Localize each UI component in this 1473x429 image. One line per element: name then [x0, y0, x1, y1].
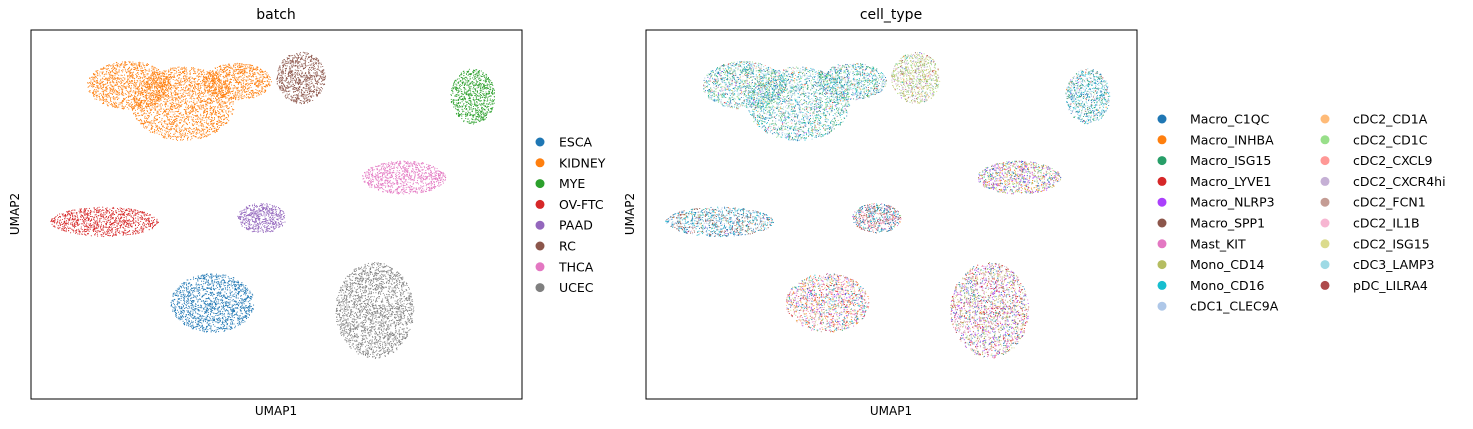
legend-marker	[535, 179, 545, 189]
panel2-xlabel: UMAP1	[870, 404, 912, 418]
legend-label: cDC2_CD1A	[1353, 112, 1428, 127]
cluster-mixed-0	[785, 273, 870, 333]
cell-type-panel: cell_type UMAP1 UMAP2 Macro_C1QC Macro_IN…	[623, 7, 1446, 418]
cluster-paad	[237, 203, 286, 234]
cluster-mixed-2	[703, 60, 787, 110]
legend-label: cDC2_CD1C	[1353, 132, 1428, 147]
cluster-ucec	[335, 262, 415, 359]
legend-label: Macro_LYVE1	[1190, 174, 1271, 189]
legend-label: MYE	[559, 176, 585, 191]
legend-marker	[535, 158, 545, 168]
legend-marker	[1157, 176, 1167, 186]
panel2-frame	[645, 29, 1138, 400]
cluster-kidney	[131, 66, 235, 142]
legend-label: Macro_ISG15	[1190, 153, 1271, 168]
cluster-kidney	[87, 60, 172, 110]
panel2-ylabel: UMAP2	[623, 193, 637, 235]
legend-label: Mast_KIT	[1190, 236, 1246, 251]
legend-marker	[1157, 156, 1167, 166]
legend-label: cDC2_CXCR4hi	[1353, 174, 1446, 189]
batch-panel: batch UMAP1 UMAP2 ESCA KIDNEY MYE OV-FTC PAA…	[8, 7, 606, 418]
cluster-mixed-9	[950, 262, 1030, 359]
cluster-thca	[362, 160, 447, 195]
legend-marker	[1320, 197, 1330, 207]
legend-marker	[1320, 135, 1330, 145]
panel1-frame	[30, 29, 523, 400]
cluster-rc	[276, 51, 326, 105]
cluster-kidney	[203, 62, 272, 101]
cluster-mye	[450, 68, 496, 125]
legend-label: OV-FTC	[559, 197, 604, 212]
legend-label: KIDNEY	[559, 155, 606, 170]
legend-marker	[535, 283, 545, 293]
legend-label: cDC2_CXCL9	[1353, 153, 1433, 168]
legend-marker	[1320, 176, 1330, 186]
cell-type-points	[665, 52, 1111, 359]
legend-marker	[1320, 114, 1330, 124]
legend-label: cDC1_CLEC9A	[1190, 299, 1279, 314]
legend-label: pDC_LILRA4	[1353, 278, 1428, 293]
legend-marker	[1157, 301, 1167, 311]
legend-marker	[1157, 218, 1167, 228]
legend-label: Macro_INHBA	[1190, 132, 1274, 147]
legend-label: PAAD	[559, 218, 593, 233]
legend-marker	[535, 199, 545, 209]
legend-label: cDC2_FCN1	[1353, 195, 1426, 210]
cell-type-legend: Macro_C1QC Macro_INHBA Macro_ISG15 Macro_LY…	[1157, 112, 1446, 314]
legend-marker	[535, 262, 545, 272]
cluster-mixed-5	[1065, 68, 1111, 125]
cluster-mixed-7	[852, 203, 902, 234]
panel2-title: cell_type	[860, 7, 922, 23]
legend-marker	[1157, 135, 1167, 145]
batch-points	[50, 51, 496, 359]
legend-label: cDC3_LAMP3	[1353, 257, 1435, 272]
legend-label: cDC2_IL1B	[1353, 216, 1420, 231]
panel1-xlabel: UMAP1	[255, 404, 297, 418]
legend-label: UCEC	[559, 280, 594, 295]
legend-marker	[1320, 280, 1330, 290]
legend-marker	[535, 220, 545, 230]
legend-label: Mono_CD14	[1190, 257, 1265, 272]
legend-label: ESCA	[559, 135, 593, 150]
panel1-ylabel: UMAP2	[8, 193, 22, 235]
legend-marker	[535, 241, 545, 251]
legend-marker	[1157, 280, 1167, 290]
cluster-esca	[170, 273, 255, 333]
legend-marker	[1320, 156, 1330, 166]
batch-legend: ESCA KIDNEY MYE OV-FTC PAAD RC THCA UCEC	[535, 135, 606, 295]
legend-marker	[1157, 114, 1167, 124]
cluster-mixed-8	[978, 160, 1062, 195]
legend-marker	[1157, 239, 1167, 249]
legend-label: RC	[559, 239, 576, 254]
legend-label: THCA	[558, 259, 594, 274]
cluster-mixed-4	[891, 52, 941, 104]
legend-label: Macro_NLRP3	[1190, 195, 1275, 210]
legend-marker	[1320, 239, 1330, 249]
panel1-title: batch	[256, 7, 296, 23]
cluster-mixed-6	[665, 206, 775, 238]
cluster-ov-ftc	[50, 206, 160, 238]
legend-label: cDC2_ISG15	[1353, 236, 1430, 251]
cluster-mixed-3	[817, 63, 887, 101]
legend-marker	[535, 137, 545, 147]
legend-marker	[1320, 260, 1330, 270]
legend-label: Macro_C1QC	[1190, 112, 1270, 127]
legend-marker	[1157, 260, 1167, 270]
legend-marker	[1320, 218, 1330, 228]
cluster-mixed-1	[746, 66, 851, 142]
legend-marker	[1157, 197, 1167, 207]
legend-label: Mono_CD16	[1190, 278, 1265, 293]
legend-label: Macro_SPP1	[1190, 216, 1265, 231]
